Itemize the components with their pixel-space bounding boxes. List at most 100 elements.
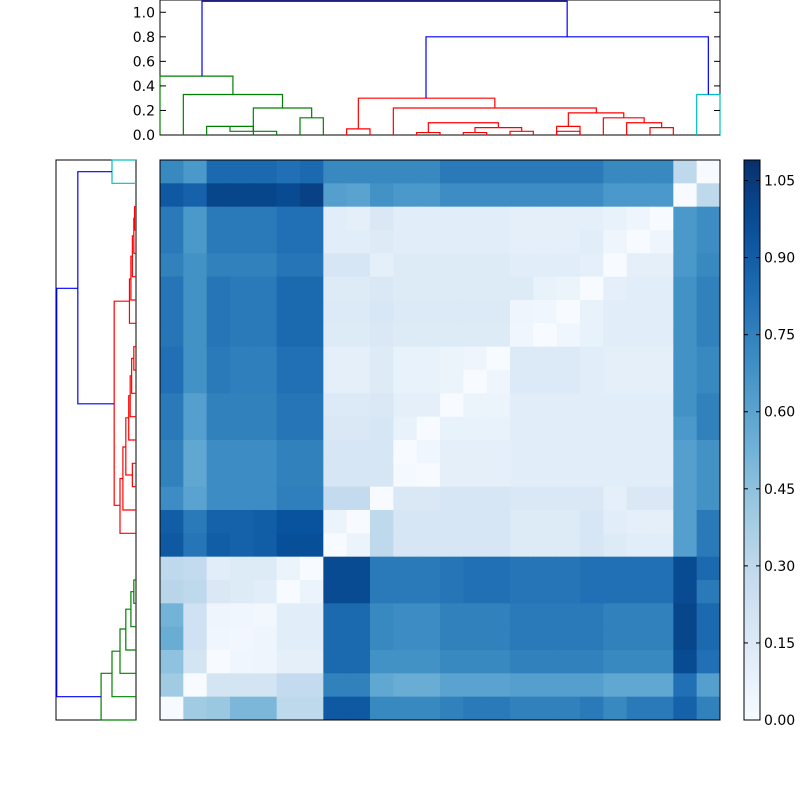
heatmap-cell bbox=[533, 486, 558, 511]
heatmap-cell bbox=[416, 440, 441, 464]
heatmap-cell bbox=[230, 556, 254, 581]
heatmap-cell bbox=[206, 486, 231, 511]
heatmap-cell bbox=[346, 510, 371, 534]
heatmap-cell bbox=[183, 416, 208, 441]
heatmap-cell bbox=[673, 696, 698, 721]
heatmap-cell bbox=[580, 580, 604, 604]
heatmap-cell bbox=[230, 323, 254, 348]
heatmap-cell bbox=[463, 486, 488, 511]
heatmap-cell bbox=[696, 276, 721, 301]
heatmap-cell bbox=[416, 673, 441, 698]
heatmap-cell bbox=[230, 603, 254, 628]
heatmap-cell bbox=[673, 603, 698, 628]
heatmap-cell bbox=[300, 603, 324, 628]
heatmap-cell bbox=[603, 230, 628, 254]
colorbar-scale bbox=[744, 160, 760, 720]
heatmap-cell bbox=[533, 533, 558, 558]
heatmap-cell bbox=[626, 556, 651, 581]
heatmap-cell bbox=[556, 160, 581, 184]
heatmap-cell bbox=[370, 463, 394, 488]
left-dendrogram-link bbox=[77, 171, 115, 405]
heatmap-cell bbox=[160, 580, 184, 604]
heatmap-cell bbox=[346, 580, 371, 604]
heatmap-cell bbox=[323, 486, 348, 511]
heatmap-cell bbox=[510, 556, 534, 581]
heatmap-cell bbox=[626, 486, 651, 511]
heatmap-cell bbox=[533, 300, 558, 324]
heatmap-cell bbox=[533, 323, 558, 348]
heatmap-cell bbox=[276, 696, 301, 721]
heatmap-cell bbox=[650, 300, 674, 324]
heatmap-cell bbox=[370, 276, 394, 301]
heatmap-cell bbox=[486, 416, 511, 441]
heatmap-cell bbox=[370, 300, 394, 324]
heatmap-cell bbox=[603, 440, 628, 464]
heatmap-cell bbox=[626, 673, 651, 698]
heatmap-cell bbox=[253, 580, 278, 604]
heatmap-cell bbox=[416, 650, 441, 674]
heatmap-cell bbox=[370, 626, 394, 651]
heatmap-cell bbox=[580, 346, 604, 371]
heatmap-cell bbox=[323, 533, 348, 558]
heatmap-cell bbox=[253, 556, 278, 581]
heatmap-cell bbox=[463, 510, 488, 534]
heatmap-cell bbox=[206, 650, 231, 674]
heatmap-cell bbox=[510, 300, 534, 324]
heatmap-cell bbox=[393, 556, 418, 581]
heatmap-cell bbox=[300, 416, 324, 441]
left-dendrogram-link bbox=[131, 462, 136, 488]
heatmap-cell bbox=[300, 370, 324, 394]
heatmap-cell bbox=[556, 346, 581, 371]
heatmap-cell bbox=[416, 510, 441, 534]
heatmap-cell bbox=[416, 276, 441, 301]
heatmap-cell bbox=[556, 463, 581, 488]
heatmap-cell bbox=[603, 160, 628, 184]
heatmap-cell bbox=[580, 393, 604, 418]
heatmap-cell bbox=[673, 300, 698, 324]
heatmap-cell bbox=[276, 510, 301, 534]
heatmap-cell bbox=[510, 650, 534, 674]
heatmap-cell bbox=[183, 300, 208, 324]
heatmap-cell bbox=[650, 206, 674, 231]
heatmap-cell bbox=[533, 510, 558, 534]
heatmap-cell bbox=[230, 370, 254, 394]
heatmap-cell bbox=[276, 486, 301, 511]
heatmap-cell bbox=[556, 300, 581, 324]
heatmap-cell bbox=[626, 416, 651, 441]
heatmap-cell bbox=[580, 160, 604, 184]
heatmap-cell bbox=[300, 463, 324, 488]
heatmap-cell bbox=[300, 626, 324, 651]
heatmap-cell bbox=[556, 206, 581, 231]
heatmap-cell bbox=[533, 160, 558, 184]
heatmap-cell bbox=[533, 580, 558, 604]
heatmap-cells bbox=[160, 160, 721, 721]
heatmap-cell bbox=[370, 533, 394, 558]
heatmap-cell bbox=[603, 416, 628, 441]
heatmap-cell bbox=[463, 440, 488, 464]
heatmap-cell bbox=[673, 650, 698, 674]
heatmap-cell bbox=[370, 183, 394, 208]
colorbar-tick-label: 1.05 bbox=[764, 174, 795, 190]
heatmap-cell bbox=[183, 650, 208, 674]
heatmap-cell bbox=[370, 253, 394, 278]
heatmap-cell bbox=[696, 696, 721, 721]
heatmap-cell bbox=[650, 253, 674, 278]
heatmap-cell bbox=[160, 603, 184, 628]
heatmap-cell bbox=[440, 183, 464, 208]
heatmap-cell bbox=[323, 696, 348, 721]
heatmap-cell bbox=[230, 160, 254, 184]
heatmap-cell bbox=[230, 486, 254, 511]
heatmap-cell bbox=[556, 556, 581, 581]
heatmap-cell bbox=[533, 673, 558, 698]
heatmap-cell bbox=[276, 673, 301, 698]
heatmap-cell bbox=[346, 650, 371, 674]
heatmap-cell bbox=[230, 183, 254, 208]
heatmap-cell bbox=[346, 370, 371, 394]
heatmap-cell bbox=[183, 603, 208, 628]
heatmap-cell bbox=[160, 650, 184, 674]
heatmap-cell bbox=[416, 230, 441, 254]
heatmap-cell bbox=[276, 300, 301, 324]
heatmap-cell bbox=[393, 650, 418, 674]
heatmap-cell bbox=[206, 346, 231, 371]
